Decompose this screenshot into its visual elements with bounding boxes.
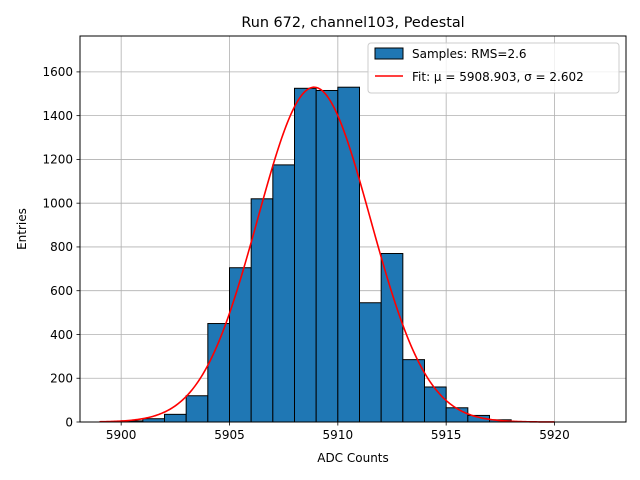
legend-swatch-samples xyxy=(374,47,404,60)
y-tick-label-2: 400 xyxy=(50,328,73,342)
y-tick-label-5: 1000 xyxy=(42,196,73,210)
y-tick-label-1: 200 xyxy=(50,372,73,386)
x-axis-label: ADC Counts xyxy=(317,451,389,465)
histogram-bar-5915 xyxy=(445,407,469,423)
x-axis-ticks: 5900 5905 5910 5915 5920 xyxy=(106,422,570,442)
histogram-bar-5907 xyxy=(272,164,296,423)
legend-label-fit: Fit: μ = 5908.903, σ = 2.602 xyxy=(412,70,584,84)
y-tick-label-6: 1200 xyxy=(42,153,73,167)
y-tick-label-8: 1600 xyxy=(42,65,73,79)
y-tick-label-3: 600 xyxy=(50,284,73,298)
histogram-bars xyxy=(120,86,512,423)
fit-curve xyxy=(99,86,555,423)
histogram-bar-5904 xyxy=(207,323,230,423)
y-tick-label-4: 800 xyxy=(50,240,73,254)
histogram-bar-5913 xyxy=(402,359,426,423)
histogram-bar-5902 xyxy=(164,413,187,423)
histogram-bar-5910 xyxy=(337,86,361,423)
y-axis-label: Entries xyxy=(15,208,29,250)
histogram-bar-5905 xyxy=(229,267,252,423)
x-tick-label-4: 5920 xyxy=(539,428,570,442)
histogram-bar-5912 xyxy=(380,253,404,423)
x-tick-label-2: 5910 xyxy=(323,428,354,442)
y-axis-ticks: 0 200 400 600 800 1000 1200 1400 1600 xyxy=(42,65,80,429)
plot-area-frame xyxy=(79,35,627,423)
histogram-bar-5911 xyxy=(359,302,382,423)
histogram-bar-5903 xyxy=(185,395,209,423)
y-tick-label-7: 1400 xyxy=(42,109,73,123)
legend-frame xyxy=(367,42,620,94)
y-tick-label-0: 0 xyxy=(65,415,73,429)
chart-title: Run 672, channel103, Pedestal xyxy=(241,15,464,31)
histogram-bar-5909 xyxy=(315,89,339,423)
x-tick-label-3: 5915 xyxy=(431,428,462,442)
x-tick-label-1: 5905 xyxy=(214,428,245,442)
x-tick-label-0: 5900 xyxy=(106,428,137,442)
histogram-bar-5914 xyxy=(424,386,447,423)
legend: Samples: RMS=2.6 Fit: μ = 5908.903, σ = … xyxy=(367,42,620,94)
histogram-bar-5908 xyxy=(294,87,317,423)
legend-label-samples: Samples: RMS=2.6 xyxy=(412,47,527,61)
